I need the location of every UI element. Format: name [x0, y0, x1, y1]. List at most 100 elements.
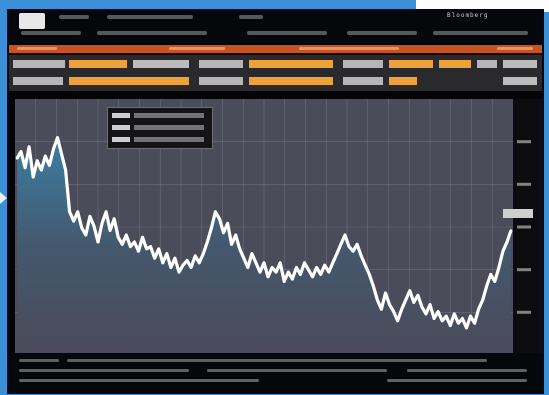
data-point [36, 159, 39, 162]
data-point [258, 270, 262, 274]
data-point [392, 310, 395, 313]
window-header: Bloomberg [7, 9, 544, 45]
data-point [222, 231, 225, 234]
data-point [48, 164, 51, 167]
price-chart[interactable] [15, 99, 543, 359]
field-label [477, 60, 497, 68]
data-point [96, 240, 100, 244]
app-logo [19, 13, 45, 29]
header-placeholder [97, 31, 207, 35]
data-point [303, 261, 306, 264]
data-point [473, 322, 476, 325]
input-field[interactable] [439, 60, 471, 68]
footer-placeholder [407, 369, 527, 372]
legend-text-placeholder [134, 113, 204, 118]
data-point [408, 289, 411, 292]
data-point [376, 298, 379, 302]
input-field[interactable] [133, 60, 189, 68]
data-point [210, 226, 213, 230]
data-point [108, 229, 112, 232]
data-point [412, 301, 415, 304]
header-placeholder [59, 15, 89, 19]
data-point [27, 145, 31, 148]
field-label [199, 60, 243, 68]
y-axis-ticks [517, 140, 531, 314]
title-bar [9, 45, 542, 53]
input-field[interactable] [389, 77, 417, 85]
data-point [509, 229, 513, 232]
data-point [92, 224, 96, 227]
data-point [404, 298, 407, 302]
input-field[interactable] [69, 77, 189, 85]
y-tick-label-placeholder [517, 268, 531, 272]
data-point [121, 243, 124, 246]
input-field[interactable] [389, 60, 433, 68]
input-field[interactable] [503, 60, 537, 68]
data-point [23, 166, 27, 169]
data-point [104, 210, 108, 213]
legend-swatch [112, 125, 130, 130]
y-tick-label-placeholder [517, 140, 531, 144]
input-field[interactable] [503, 77, 537, 85]
data-point [88, 215, 92, 218]
data-point [52, 148, 55, 151]
data-point [319, 273, 322, 276]
left-arrow-icon [0, 192, 7, 204]
data-point [72, 219, 75, 223]
data-point [287, 270, 290, 274]
data-point [189, 266, 193, 269]
input-field[interactable] [249, 77, 333, 85]
input-field[interactable] [69, 60, 127, 68]
header-placeholder [347, 31, 417, 35]
data-point [60, 152, 63, 155]
header-placeholder [433, 31, 528, 35]
data-point [291, 277, 294, 281]
footer-placeholder [207, 369, 387, 372]
data-point [335, 252, 339, 255]
data-point [360, 254, 363, 258]
field-label [343, 60, 383, 68]
data-point [372, 284, 375, 288]
header-placeholder [21, 31, 81, 35]
field-label [13, 60, 65, 68]
data-point [218, 217, 221, 220]
data-point [457, 322, 460, 325]
data-point [117, 236, 120, 239]
data-point [44, 154, 47, 158]
data-point [153, 257, 156, 260]
data-point [76, 210, 79, 213]
data-point [266, 275, 270, 278]
data-point [380, 308, 383, 311]
data-point [141, 236, 144, 239]
data-point [177, 270, 181, 274]
data-point [388, 303, 391, 306]
data-point [420, 305, 424, 309]
data-point [206, 240, 209, 244]
data-point [32, 175, 35, 179]
data-point [299, 273, 302, 276]
legend-entry [112, 125, 208, 130]
data-point [270, 266, 274, 269]
data-point [465, 326, 468, 329]
data-point [351, 250, 355, 253]
input-field[interactable] [249, 60, 333, 68]
data-point [469, 315, 472, 318]
legend-swatch [112, 113, 130, 118]
footer-placeholder [19, 369, 189, 372]
data-point [173, 257, 177, 260]
data-point [311, 275, 314, 278]
data-point [230, 243, 233, 246]
data-point [40, 168, 43, 172]
data-point [214, 210, 217, 213]
data-point [432, 317, 436, 320]
legend-entry [112, 137, 208, 142]
data-point [161, 261, 164, 264]
data-point [295, 266, 298, 269]
data-point [493, 280, 496, 283]
data-point [449, 324, 452, 327]
data-point [169, 266, 173, 269]
data-point [64, 168, 67, 172]
data-point [396, 319, 399, 322]
data-point [56, 136, 59, 139]
legend-entry [112, 113, 208, 118]
